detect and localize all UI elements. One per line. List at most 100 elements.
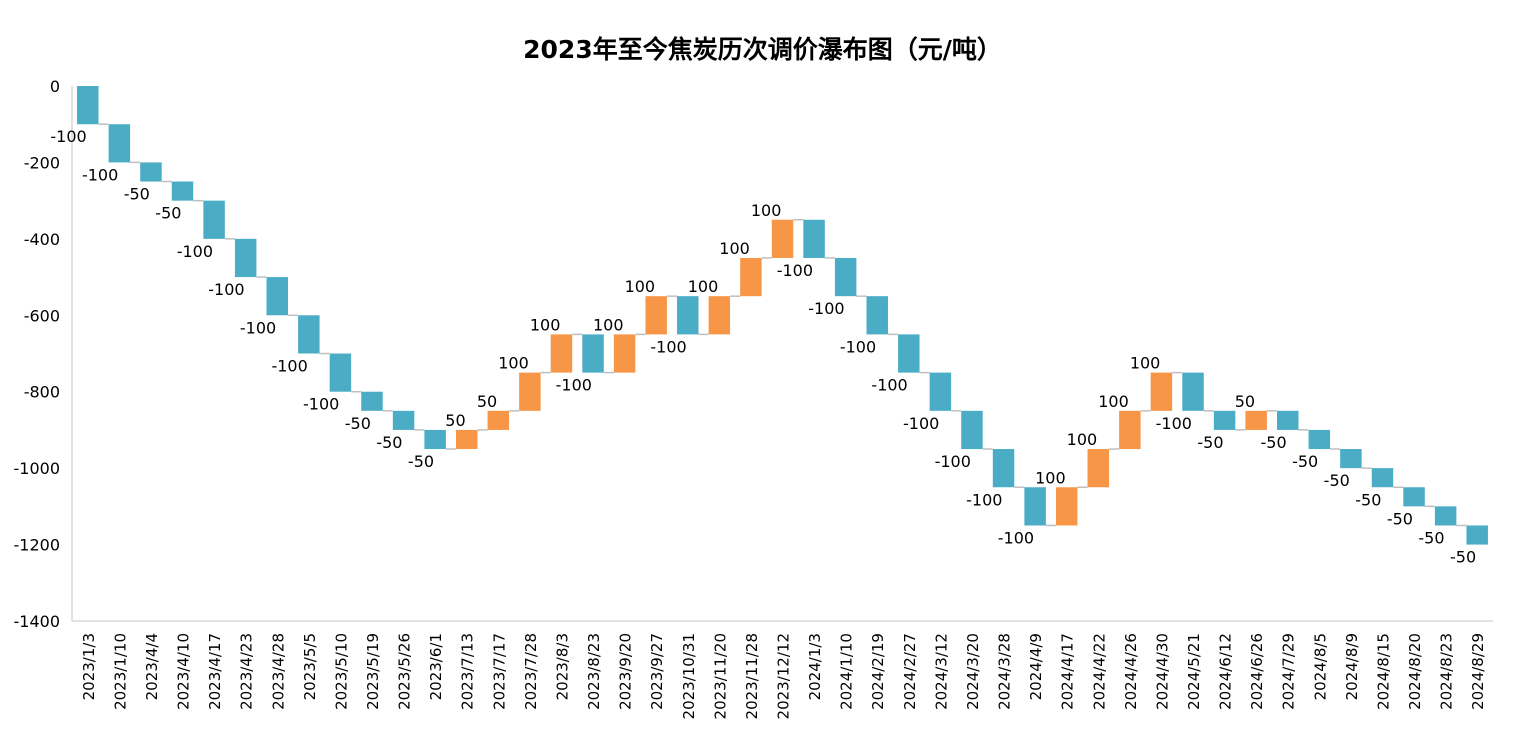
data-label: -100: [50, 127, 86, 146]
waterfall-bar: [992, 449, 1015, 488]
data-label: -100: [777, 261, 813, 280]
x-tick-label: 2024/5/21: [1185, 633, 1203, 710]
data-label: -100: [998, 528, 1034, 547]
waterfall-bar: [1277, 410, 1299, 430]
x-tick-label: 2023/7/17: [490, 633, 508, 710]
waterfall-bar: [898, 334, 920, 373]
waterfall-bar: [550, 334, 573, 373]
waterfall-bar: [77, 86, 99, 125]
waterfall-bar: [108, 124, 131, 163]
x-tick-label: 2024/8/20: [1406, 633, 1424, 710]
x-tick-label: 2024/8/29: [1469, 633, 1487, 710]
waterfall-bar: [1340, 449, 1362, 469]
x-tick-label: 2024/4/26: [1122, 633, 1140, 710]
x-tick-label: 2023/9/20: [617, 633, 635, 710]
y-tick-label: -800: [24, 383, 60, 402]
waterfall-bar: [1024, 487, 1046, 526]
y-tick-label: -400: [24, 230, 60, 249]
waterfall-bar: [1150, 372, 1173, 411]
data-label: -100: [871, 376, 907, 395]
waterfall-bar: [771, 219, 794, 258]
x-tick-label: 2024/2/19: [869, 633, 887, 710]
waterfall-bar: [1213, 410, 1236, 430]
x-tick-label: 2024/4/30: [1153, 633, 1171, 710]
data-label: 100: [1035, 468, 1066, 487]
data-label: 50: [445, 411, 465, 430]
waterfall-bar: [329, 353, 352, 392]
bars: [77, 86, 1488, 545]
waterfall-bar: [961, 410, 983, 450]
x-tick-label: 2023/7/28: [522, 633, 540, 710]
data-label: -100: [935, 452, 971, 471]
data-label: 100: [625, 277, 656, 296]
data-label: 100: [751, 201, 782, 220]
x-tick-label: 2023/6/1: [427, 633, 445, 700]
data-label: -100: [271, 357, 307, 376]
data-label: -50: [345, 414, 371, 433]
x-tick-label: 2023/5/5: [301, 633, 319, 700]
x-tick-label: 2024/6/26: [1248, 633, 1266, 710]
x-tick-label: 2023/4/4: [143, 633, 161, 700]
waterfall-bar: [1055, 487, 1078, 526]
x-tick-label: 2024/8/15: [1374, 633, 1392, 710]
x-tick-label: 2024/8/5: [1311, 633, 1329, 700]
waterfall-bar: [834, 257, 857, 297]
data-label: -100: [840, 337, 876, 356]
waterfall-bar: [803, 219, 825, 258]
waterfall-bar: [519, 372, 541, 411]
data-label: 100: [593, 315, 624, 334]
x-tick-label: 2023/7/13: [459, 633, 477, 710]
waterfall-bar: [424, 429, 446, 450]
x-tick-label: 2023/9/27: [648, 633, 666, 710]
data-label: -50: [1324, 471, 1350, 490]
data-label: -50: [1261, 433, 1287, 452]
waterfall-bar: [1119, 410, 1141, 450]
data-label: -50: [1418, 528, 1444, 547]
x-tick-label: 2023/5/10: [332, 633, 350, 710]
waterfall-bar: [455, 429, 478, 450]
waterfall-bar: [740, 257, 762, 297]
waterfall-bar: [582, 334, 604, 373]
x-tick-label: 2023/11/28: [743, 633, 761, 719]
data-label: -50: [1387, 509, 1413, 528]
waterfall-bar: [1466, 525, 1488, 545]
x-tick-label: 2023/4/23: [238, 633, 256, 710]
x-tick-label: 2024/6/12: [1217, 633, 1235, 710]
waterfall-bar: [203, 200, 225, 239]
x-tick-label: 2023/4/28: [269, 633, 287, 710]
y-tick-label: -200: [24, 153, 60, 172]
x-tick-label: 2023/11/20: [711, 633, 729, 719]
data-label: -50: [376, 433, 402, 452]
data-label: 100: [1130, 354, 1161, 373]
data-label: 100: [498, 354, 529, 373]
data-label: -50: [1292, 452, 1318, 471]
waterfall-bar: [140, 162, 162, 182]
waterfall-bar: [708, 296, 731, 335]
waterfall-bar: [929, 372, 952, 411]
x-tick-labels: 2023/1/3 2023/1/10 2023/4/4 2023/4/10 2023/4…: [80, 633, 1487, 719]
data-label: -100: [82, 165, 118, 184]
waterfall-bar: [645, 296, 667, 335]
x-tick-label: 2023/4/17: [206, 633, 224, 710]
data-label: 100: [1067, 430, 1098, 449]
data-label: -100: [966, 490, 1002, 509]
x-tick-label: 2023/8/3: [553, 633, 571, 700]
x-tick-label: 2024/4/9: [1027, 633, 1045, 700]
x-tick-label: 2023/1/10: [111, 633, 129, 710]
waterfall-bar: [1308, 429, 1331, 450]
x-tick-label: 2024/4/17: [1059, 633, 1077, 710]
x-tick-label: 2024/1/3: [806, 633, 824, 700]
chart-title: 2023年至今焦炭历次调价瀑布图（元/吨）: [523, 35, 1002, 64]
data-label: -50: [1355, 490, 1381, 509]
x-tick-label: 2024/3/20: [964, 633, 982, 710]
x-tick-label: 2024/8/23: [1438, 633, 1456, 710]
x-tick-label: 2024/3/12: [932, 633, 950, 710]
waterfall-bar: [1434, 506, 1457, 526]
waterfall-bar: [171, 181, 194, 201]
y-tick-labels: 0 -200 -400 -600 -800 -1000 -1200 -1400: [14, 77, 61, 631]
waterfall-bar: [613, 334, 636, 373]
data-label: -100: [1156, 414, 1192, 433]
waterfall-bar: [1403, 487, 1425, 507]
x-tick-label: 2024/3/28: [996, 633, 1014, 710]
